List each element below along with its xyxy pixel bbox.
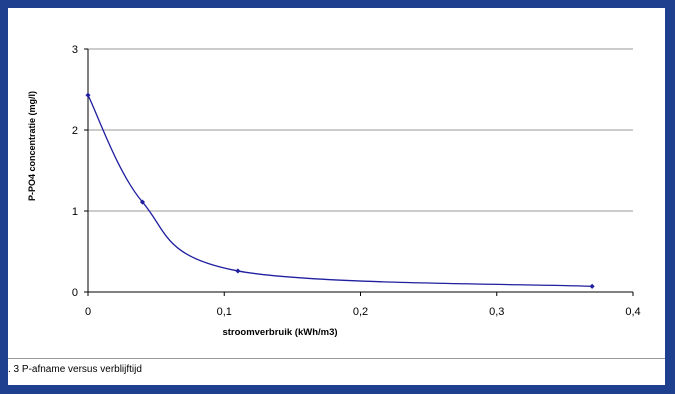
figure-frame: 0 1 2 3 0 0,1 0,2 0,3 0,4 stroomverbruik (kWh/m… [8, 8, 665, 385]
y-tick-label: 3 [72, 44, 78, 56]
series-line [87, 94, 593, 287]
data-point [235, 268, 241, 274]
x-tick-labels: 0 0,1 0,2 0,3 0,4 [85, 306, 641, 318]
y-axis-label: P-PO4 concentratie (mg/l) [27, 91, 37, 201]
series-layer [85, 92, 595, 289]
x-tick-label: 0,1 [217, 306, 232, 318]
y-tick-label: 0 [72, 287, 78, 299]
x-tick-label: 0 [85, 306, 91, 318]
data-point [139, 199, 146, 205]
y-tick-label: 1 [72, 206, 78, 218]
caption-divider [8, 358, 665, 359]
chart: 0 1 2 3 0 0,1 0,2 0,3 0,4 stroomverbruik (kWh/m… [27, 44, 641, 338]
data-point [85, 92, 91, 98]
y-tick-labels: 0 1 2 3 [72, 44, 78, 299]
y-tick-label: 2 [72, 125, 78, 137]
x-tick-label: 0,4 [625, 306, 640, 318]
x-tick-label: 0,3 [489, 306, 504, 318]
data-point [589, 283, 595, 289]
x-axis-label: stroomverbruik (kWh/m3) [222, 327, 337, 338]
axes [84, 48, 634, 296]
x-tick-label: 0,2 [353, 306, 368, 318]
figure-caption: . 3 P-afname versus verblijftijd [8, 364, 142, 375]
grid-lines [88, 48, 633, 212]
